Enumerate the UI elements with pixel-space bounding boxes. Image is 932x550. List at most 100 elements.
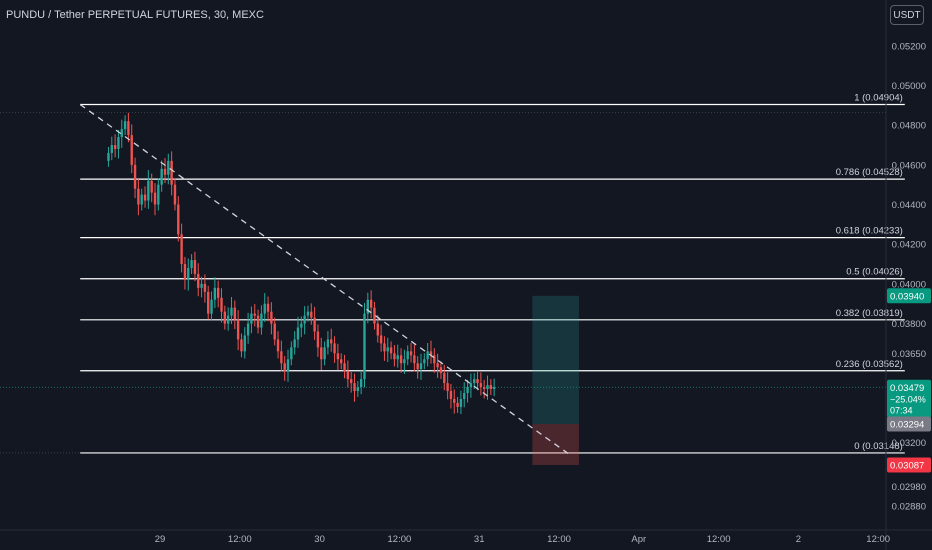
candle bbox=[310, 303, 313, 325]
y-tick-label: 0.04000 bbox=[892, 279, 926, 290]
candle bbox=[363, 302, 366, 388]
candle-body bbox=[223, 311, 227, 324]
y-tick-label: 0.03800 bbox=[892, 319, 926, 330]
candle-body bbox=[343, 363, 346, 372]
candle bbox=[436, 353, 439, 378]
candle-body bbox=[180, 234, 183, 265]
dashed-trendline[interactable] bbox=[79, 104, 573, 458]
candle-body bbox=[340, 359, 343, 364]
candle bbox=[173, 178, 177, 211]
candle-body bbox=[110, 145, 113, 153]
candle-body bbox=[306, 311, 310, 316]
candle bbox=[433, 348, 436, 373]
candle bbox=[383, 336, 386, 361]
candle bbox=[117, 129, 120, 159]
candle bbox=[356, 381, 360, 397]
y-tick-label: 0.04200 bbox=[892, 240, 926, 251]
candle-body bbox=[203, 283, 207, 292]
candle bbox=[273, 317, 276, 346]
candle bbox=[409, 343, 413, 363]
candle-body bbox=[266, 303, 270, 312]
candle-body bbox=[453, 398, 456, 403]
candle-body bbox=[313, 317, 316, 332]
candle bbox=[250, 306, 253, 334]
candle-body bbox=[293, 339, 296, 348]
current-price-badge-countdown: 07:34 bbox=[890, 405, 913, 415]
candle bbox=[453, 389, 456, 414]
candle-body bbox=[449, 391, 453, 399]
candle bbox=[359, 370, 363, 395]
candle-body bbox=[336, 353, 340, 360]
current-price-badge: 0.03479−25.04%07:34 bbox=[887, 379, 931, 418]
candle-body bbox=[469, 383, 473, 388]
candle-body bbox=[283, 363, 286, 372]
candle-body bbox=[197, 273, 200, 288]
candle-body bbox=[260, 313, 263, 328]
candle-body bbox=[276, 339, 280, 352]
candle-body bbox=[326, 339, 330, 348]
candle-body bbox=[140, 194, 143, 205]
candle bbox=[160, 160, 163, 192]
candle bbox=[439, 361, 443, 380]
x-tick-label: 30 bbox=[314, 534, 325, 545]
candle-body bbox=[426, 351, 429, 360]
candle-body bbox=[476, 379, 479, 384]
x-tick-label: Apr bbox=[631, 534, 646, 545]
candle-body bbox=[296, 327, 300, 340]
candle-body bbox=[200, 283, 203, 288]
fib-level-label: 0.382 (0.03819) bbox=[836, 308, 903, 319]
fib-level-label: 0.236 (0.03562) bbox=[836, 359, 903, 370]
profit-zone[interactable] bbox=[532, 295, 579, 424]
candle-body bbox=[316, 331, 320, 348]
candle bbox=[183, 256, 187, 290]
current-price-badge-price: 0.03479 bbox=[890, 383, 924, 394]
fib-level-label: 0.786 (0.04528) bbox=[836, 167, 903, 178]
candle-body bbox=[359, 379, 363, 388]
candle-body bbox=[393, 353, 396, 360]
candle-body bbox=[170, 160, 173, 185]
candle bbox=[389, 341, 393, 360]
fibonacci-retracement: 1 (0.04904) 0.786 (0.04528) 0.618 (0.04233… bbox=[80, 93, 905, 454]
candle bbox=[323, 341, 326, 366]
candle-body bbox=[193, 260, 197, 274]
candle-body bbox=[213, 287, 217, 300]
long-position-tool bbox=[532, 295, 579, 466]
candle bbox=[369, 290, 373, 319]
candle bbox=[127, 112, 130, 143]
candle bbox=[463, 382, 466, 408]
candle bbox=[147, 170, 150, 209]
fib-level-label: 0 (0.03148) bbox=[854, 441, 903, 452]
y-tick-label: 0.05200 bbox=[892, 41, 926, 52]
candle-body bbox=[187, 268, 190, 280]
candle-body bbox=[396, 355, 399, 360]
candle bbox=[393, 344, 396, 367]
y-tick-label: 0.02980 bbox=[892, 482, 926, 493]
candle-body bbox=[240, 339, 243, 352]
candle-body bbox=[416, 363, 419, 370]
currency-button[interactable]: USDT bbox=[890, 5, 924, 25]
x-tick-label: 12:00 bbox=[866, 534, 890, 545]
candle-body bbox=[127, 121, 130, 136]
candle bbox=[167, 153, 170, 185]
candle-body bbox=[433, 355, 436, 364]
candle-body bbox=[383, 343, 386, 352]
candle bbox=[190, 254, 193, 274]
candle-body bbox=[160, 168, 163, 185]
candle bbox=[403, 349, 406, 374]
candle-body bbox=[446, 383, 449, 392]
candle bbox=[429, 340, 433, 364]
entry-price-badge: 0.03294 bbox=[887, 416, 931, 432]
candle bbox=[133, 157, 137, 199]
candle-body bbox=[286, 359, 290, 372]
candle bbox=[313, 306, 316, 340]
target-price-badge-price: 0.03940 bbox=[890, 291, 924, 302]
candle bbox=[446, 372, 449, 400]
candle-body bbox=[120, 129, 123, 138]
candle-body bbox=[413, 355, 416, 364]
candle bbox=[197, 263, 200, 297]
y-tick-label: 0.02880 bbox=[892, 502, 926, 513]
candle bbox=[443, 364, 446, 391]
candle bbox=[419, 353, 423, 380]
candle bbox=[213, 277, 217, 309]
